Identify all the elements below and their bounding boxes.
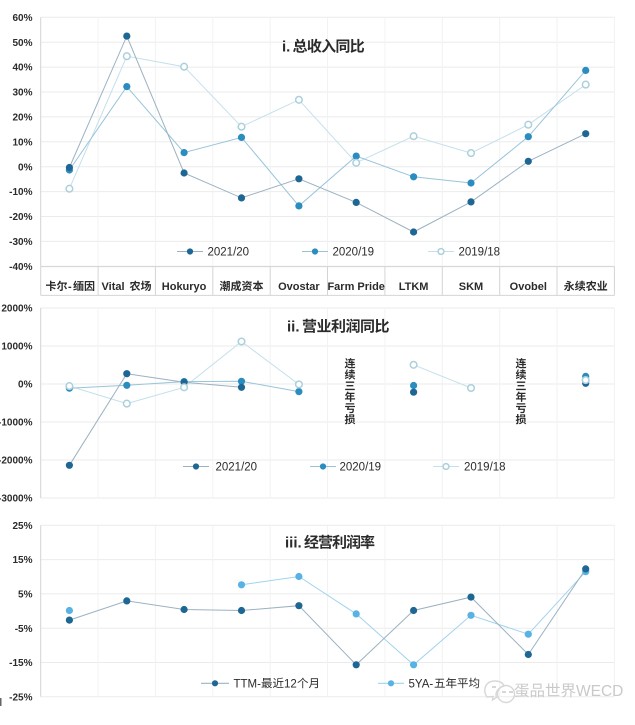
svg-text:2019/18: 2019/18 xyxy=(459,247,501,259)
svg-text:0%: 0% xyxy=(18,380,33,391)
svg-text:-15%: -15% xyxy=(9,658,32,669)
svg-text:2020/19: 2020/19 xyxy=(333,247,375,259)
svg-text:2020/19: 2020/19 xyxy=(340,462,382,474)
svg-text:2021/20: 2021/20 xyxy=(216,462,258,474)
svg-text:-30%: -30% xyxy=(9,237,32,248)
svg-text:2000%: 2000% xyxy=(1,304,32,315)
svg-text:1000%: 1000% xyxy=(1,342,32,353)
svg-text:-3000%: -3000% xyxy=(0,494,33,505)
svg-text:Farm Pride: Farm Pride xyxy=(327,281,384,293)
svg-text:-25%: -25% xyxy=(9,692,32,703)
svg-text:WECD: WECD xyxy=(576,683,623,700)
svg-text:15%: 15% xyxy=(12,555,32,566)
svg-text:i.: i. xyxy=(282,39,290,56)
svg-text:30%: 30% xyxy=(12,88,32,99)
svg-text:-20%: -20% xyxy=(9,212,32,223)
svg-text:Vital: Vital xyxy=(102,281,125,293)
svg-text:60%: 60% xyxy=(12,13,32,24)
svg-text:50%: 50% xyxy=(12,38,32,49)
svg-text:-1000%: -1000% xyxy=(0,418,33,429)
svg-text:25%: 25% xyxy=(12,521,32,532)
svg-text:SKM: SKM xyxy=(459,281,483,293)
svg-text:iii.: iii. xyxy=(285,535,302,552)
svg-text:5%: 5% xyxy=(18,590,33,601)
svg-text:Hokuryo: Hokuryo xyxy=(162,281,207,293)
svg-text:LTKM: LTKM xyxy=(399,281,429,293)
svg-text:Ovostar: Ovostar xyxy=(278,281,320,293)
svg-text:40%: 40% xyxy=(12,63,32,74)
svg-text:-: - xyxy=(68,281,72,293)
svg-text:0%: 0% xyxy=(18,162,33,173)
svg-text:-5%: -5% xyxy=(15,624,33,635)
svg-text:2019/18: 2019/18 xyxy=(464,462,506,474)
svg-text:-10%: -10% xyxy=(9,187,32,198)
svg-text:10%: 10% xyxy=(12,137,32,148)
svg-text:TTM-: TTM- xyxy=(234,678,262,690)
svg-text:5YA-: 5YA- xyxy=(409,678,434,690)
svg-text:12: 12 xyxy=(284,678,297,690)
svg-text:-40%: -40% xyxy=(9,262,32,273)
svg-text:Ovobel: Ovobel xyxy=(510,281,547,293)
svg-text:20%: 20% xyxy=(12,113,32,124)
svg-text:-2000%: -2000% xyxy=(0,456,33,467)
svg-text:ii.: ii. xyxy=(287,319,300,336)
svg-text:2021/20: 2021/20 xyxy=(208,247,250,259)
